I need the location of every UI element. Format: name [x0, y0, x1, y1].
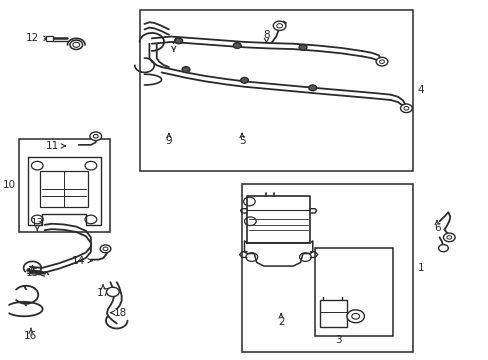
- Text: 7: 7: [170, 36, 177, 51]
- Text: 1: 1: [417, 263, 424, 273]
- Bar: [19, 139, 110, 232]
- Circle shape: [240, 77, 248, 83]
- Text: 17: 17: [96, 285, 109, 298]
- Circle shape: [299, 44, 306, 50]
- Circle shape: [443, 233, 454, 242]
- Text: 18: 18: [110, 308, 126, 318]
- Bar: [242, 184, 412, 352]
- Text: 5: 5: [238, 133, 245, 146]
- Circle shape: [273, 21, 285, 31]
- Circle shape: [100, 245, 111, 253]
- Text: 15: 15: [26, 265, 39, 278]
- Circle shape: [90, 132, 102, 140]
- Text: 8: 8: [263, 30, 269, 43]
- Text: 12: 12: [26, 33, 48, 43]
- Bar: [140, 10, 412, 171]
- Text: 6: 6: [433, 220, 440, 233]
- Bar: [315, 248, 392, 336]
- Text: 10: 10: [3, 180, 16, 190]
- Bar: [40, 171, 88, 207]
- Text: 9: 9: [165, 133, 172, 146]
- Bar: [46, 36, 53, 41]
- Text: 16: 16: [24, 328, 38, 341]
- Circle shape: [438, 244, 447, 252]
- Bar: [320, 300, 346, 327]
- Circle shape: [346, 310, 364, 323]
- Text: 4: 4: [417, 85, 424, 95]
- Circle shape: [308, 85, 316, 91]
- Circle shape: [174, 38, 182, 44]
- Text: 14: 14: [72, 256, 92, 266]
- Circle shape: [400, 104, 411, 113]
- Circle shape: [106, 287, 119, 297]
- Text: 13: 13: [31, 218, 44, 231]
- Circle shape: [233, 42, 241, 48]
- Circle shape: [375, 57, 387, 66]
- Text: 3: 3: [334, 334, 341, 345]
- Text: 2: 2: [277, 314, 284, 327]
- Circle shape: [182, 67, 189, 72]
- Circle shape: [70, 40, 82, 49]
- Text: 11: 11: [46, 141, 65, 151]
